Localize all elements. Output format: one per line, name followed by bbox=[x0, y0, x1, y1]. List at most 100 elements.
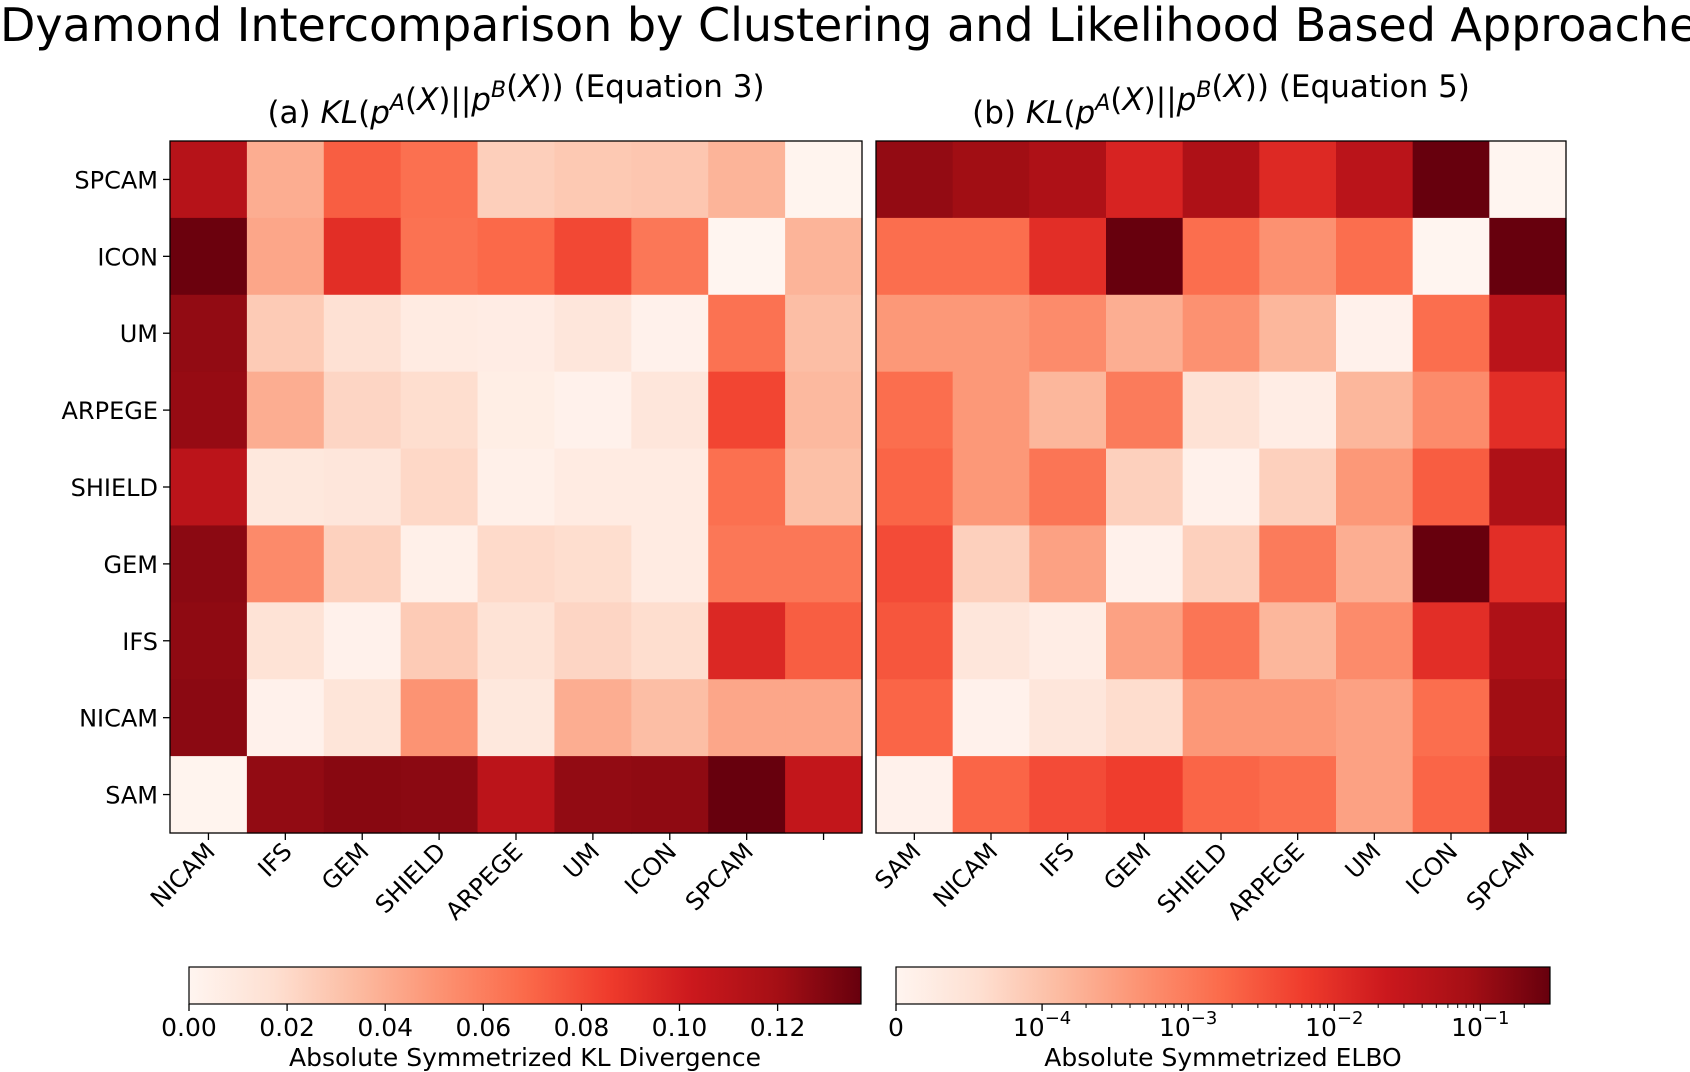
y-tick-label: ARPEGE bbox=[62, 397, 159, 425]
x-tick-label: UM bbox=[558, 837, 605, 884]
heatmap-cell-7-7 bbox=[1412, 679, 1490, 757]
heatmap-cell-2-0 bbox=[876, 294, 954, 373]
heatmap-panel-a: (a) KL(pA(X)||pB(X)) (Equation 3)SPCAMIC… bbox=[62, 69, 863, 925]
heatmap-cell-4-5 bbox=[554, 448, 632, 527]
heatmap-cell-2-5 bbox=[1259, 294, 1337, 373]
heatmap-cell-5-5 bbox=[554, 525, 632, 603]
heatmap-cell-3-7 bbox=[1412, 371, 1490, 450]
heatmap-cell-8-2 bbox=[323, 756, 402, 834]
colorbar-frame bbox=[188, 966, 862, 1005]
heatmap-cell-7-7 bbox=[708, 679, 786, 757]
panel-title: (a) KL(pA(X)||pB(X)) (Equation 3) bbox=[267, 69, 764, 131]
heatmap-cell-0-5 bbox=[554, 141, 632, 219]
heatmap-cell-8-7 bbox=[708, 756, 786, 834]
x-tick-label: NICAM bbox=[928, 837, 1004, 913]
heatmap-cell-2-7 bbox=[708, 294, 786, 373]
heatmap-cell-5-3 bbox=[400, 525, 479, 603]
y-tick-label: GEM bbox=[104, 551, 158, 579]
x-tick-label: NICAM bbox=[145, 837, 221, 913]
y-tick-label: UM bbox=[120, 320, 158, 348]
heatmap-cell-5-1 bbox=[952, 525, 1030, 603]
heatmap-cell-8-1 bbox=[246, 756, 325, 834]
heatmap-cell-3-2 bbox=[1029, 371, 1107, 450]
heatmap-cell-4-4 bbox=[1182, 448, 1260, 527]
colorbar-tick-label: 0.12 bbox=[750, 1013, 806, 1042]
heatmap-cell-2-0 bbox=[170, 294, 248, 373]
heatmap-cell-7-5 bbox=[554, 679, 632, 757]
colorbar-tick-label: 0 bbox=[888, 1013, 904, 1042]
heatmap-cell-6-6 bbox=[1336, 602, 1414, 680]
heatmap-cell-8-7 bbox=[1412, 756, 1490, 834]
heatmap-cell-8-5 bbox=[554, 756, 632, 834]
heatmap-cell-6-2 bbox=[323, 602, 402, 680]
heatmap-cell-8-4 bbox=[1182, 756, 1260, 834]
heatmap-cell-5-3 bbox=[1106, 525, 1184, 603]
heatmap-cell-2-6 bbox=[1336, 294, 1414, 373]
heatmap-cell-4-6 bbox=[631, 448, 709, 527]
heatmap-cell-6-7 bbox=[708, 602, 786, 680]
heatmap-cell-0-4 bbox=[1182, 141, 1260, 219]
heatmap-cell-6-1 bbox=[246, 602, 325, 680]
heatmap-cell-8-5 bbox=[1259, 756, 1337, 834]
colorbar-tick-label: 0.06 bbox=[455, 1013, 511, 1042]
heatmap-cell-1-3 bbox=[400, 217, 479, 296]
panel-title: (b) KL(pA(X)||pB(X)) (Equation 5) bbox=[972, 69, 1470, 131]
heatmap-cell-7-3 bbox=[1106, 679, 1184, 757]
heatmap-cell-7-2 bbox=[323, 679, 402, 757]
heatmap-cell-5-1 bbox=[246, 525, 325, 603]
heatmap-cell-5-0 bbox=[876, 525, 954, 603]
heatmap-cell-4-3 bbox=[1106, 448, 1184, 527]
heatmap-cell-5-8 bbox=[1489, 525, 1567, 603]
heatmap-cell-1-0 bbox=[170, 217, 248, 296]
heatmap-cell-1-4 bbox=[477, 217, 556, 296]
heatmap-cell-0-5 bbox=[1259, 141, 1337, 219]
heatmap-cell-1-1 bbox=[952, 217, 1030, 296]
x-tick-label: GEM bbox=[1098, 837, 1156, 895]
heatmap-cell-0-4 bbox=[477, 141, 556, 219]
heatmap-cell-1-7 bbox=[708, 217, 786, 296]
heatmap-cell-7-0 bbox=[170, 679, 248, 757]
heatmap-cell-8-6 bbox=[631, 756, 709, 834]
heatmap-cell-2-3 bbox=[1106, 294, 1184, 373]
heatmap-cell-6-6 bbox=[631, 602, 709, 680]
heatmap-cell-0-1 bbox=[952, 141, 1030, 219]
panel-title-prefix: (a) bbox=[267, 95, 320, 131]
heatmap-cell-4-8 bbox=[785, 448, 863, 527]
heatmap-cell-3-0 bbox=[170, 371, 248, 450]
x-tick-label: ICON bbox=[619, 837, 682, 900]
heatmap-cell-2-2 bbox=[323, 294, 402, 373]
figure-title: Dyamond Intercomparison by Clustering an… bbox=[0, 0, 1690, 52]
heatmap-cell-1-8 bbox=[785, 217, 863, 296]
heatmap-cell-1-5 bbox=[1259, 217, 1337, 296]
heatmap-cell-4-0 bbox=[170, 448, 248, 527]
x-tick-label: UM bbox=[1340, 837, 1387, 884]
title-superscript: B bbox=[491, 78, 506, 103]
heatmap-cell-5-2 bbox=[1029, 525, 1107, 603]
heatmap-cell-5-8 bbox=[785, 525, 863, 603]
x-tick-label: SPCAM bbox=[1461, 837, 1540, 916]
heatmap-cell-5-4 bbox=[1182, 525, 1260, 603]
x-tick-label: SHIELD bbox=[370, 837, 452, 919]
heatmap-cell-1-4 bbox=[1182, 217, 1260, 296]
heatmap-cell-8-3 bbox=[400, 756, 479, 834]
heatmap-cell-0-0 bbox=[876, 141, 954, 219]
heatmap-cell-5-7 bbox=[708, 525, 786, 603]
panel-title-prefix: (b) bbox=[972, 95, 1026, 131]
heatmap-cell-4-3 bbox=[400, 448, 479, 527]
heatmap-cell-0-8 bbox=[1489, 141, 1567, 219]
heatmap-cell-4-7 bbox=[708, 448, 786, 527]
heatmap-cell-3-3 bbox=[400, 371, 479, 450]
heatmap-cell-4-5 bbox=[1259, 448, 1337, 527]
heatmap-cell-2-3 bbox=[400, 294, 479, 373]
heatmap-cell-1-3 bbox=[1106, 217, 1184, 296]
heatmap-cell-3-8 bbox=[1489, 371, 1567, 450]
title-superscript: A bbox=[388, 91, 405, 116]
heatmap-cell-0-7 bbox=[708, 141, 786, 219]
heatmap-cell-2-1 bbox=[246, 294, 325, 373]
heatmap-cell-8-0 bbox=[876, 756, 954, 834]
heatmap-cell-4-4 bbox=[477, 448, 556, 527]
heatmap-cell-7-8 bbox=[1489, 679, 1567, 757]
title-superscript: B bbox=[1196, 78, 1211, 103]
